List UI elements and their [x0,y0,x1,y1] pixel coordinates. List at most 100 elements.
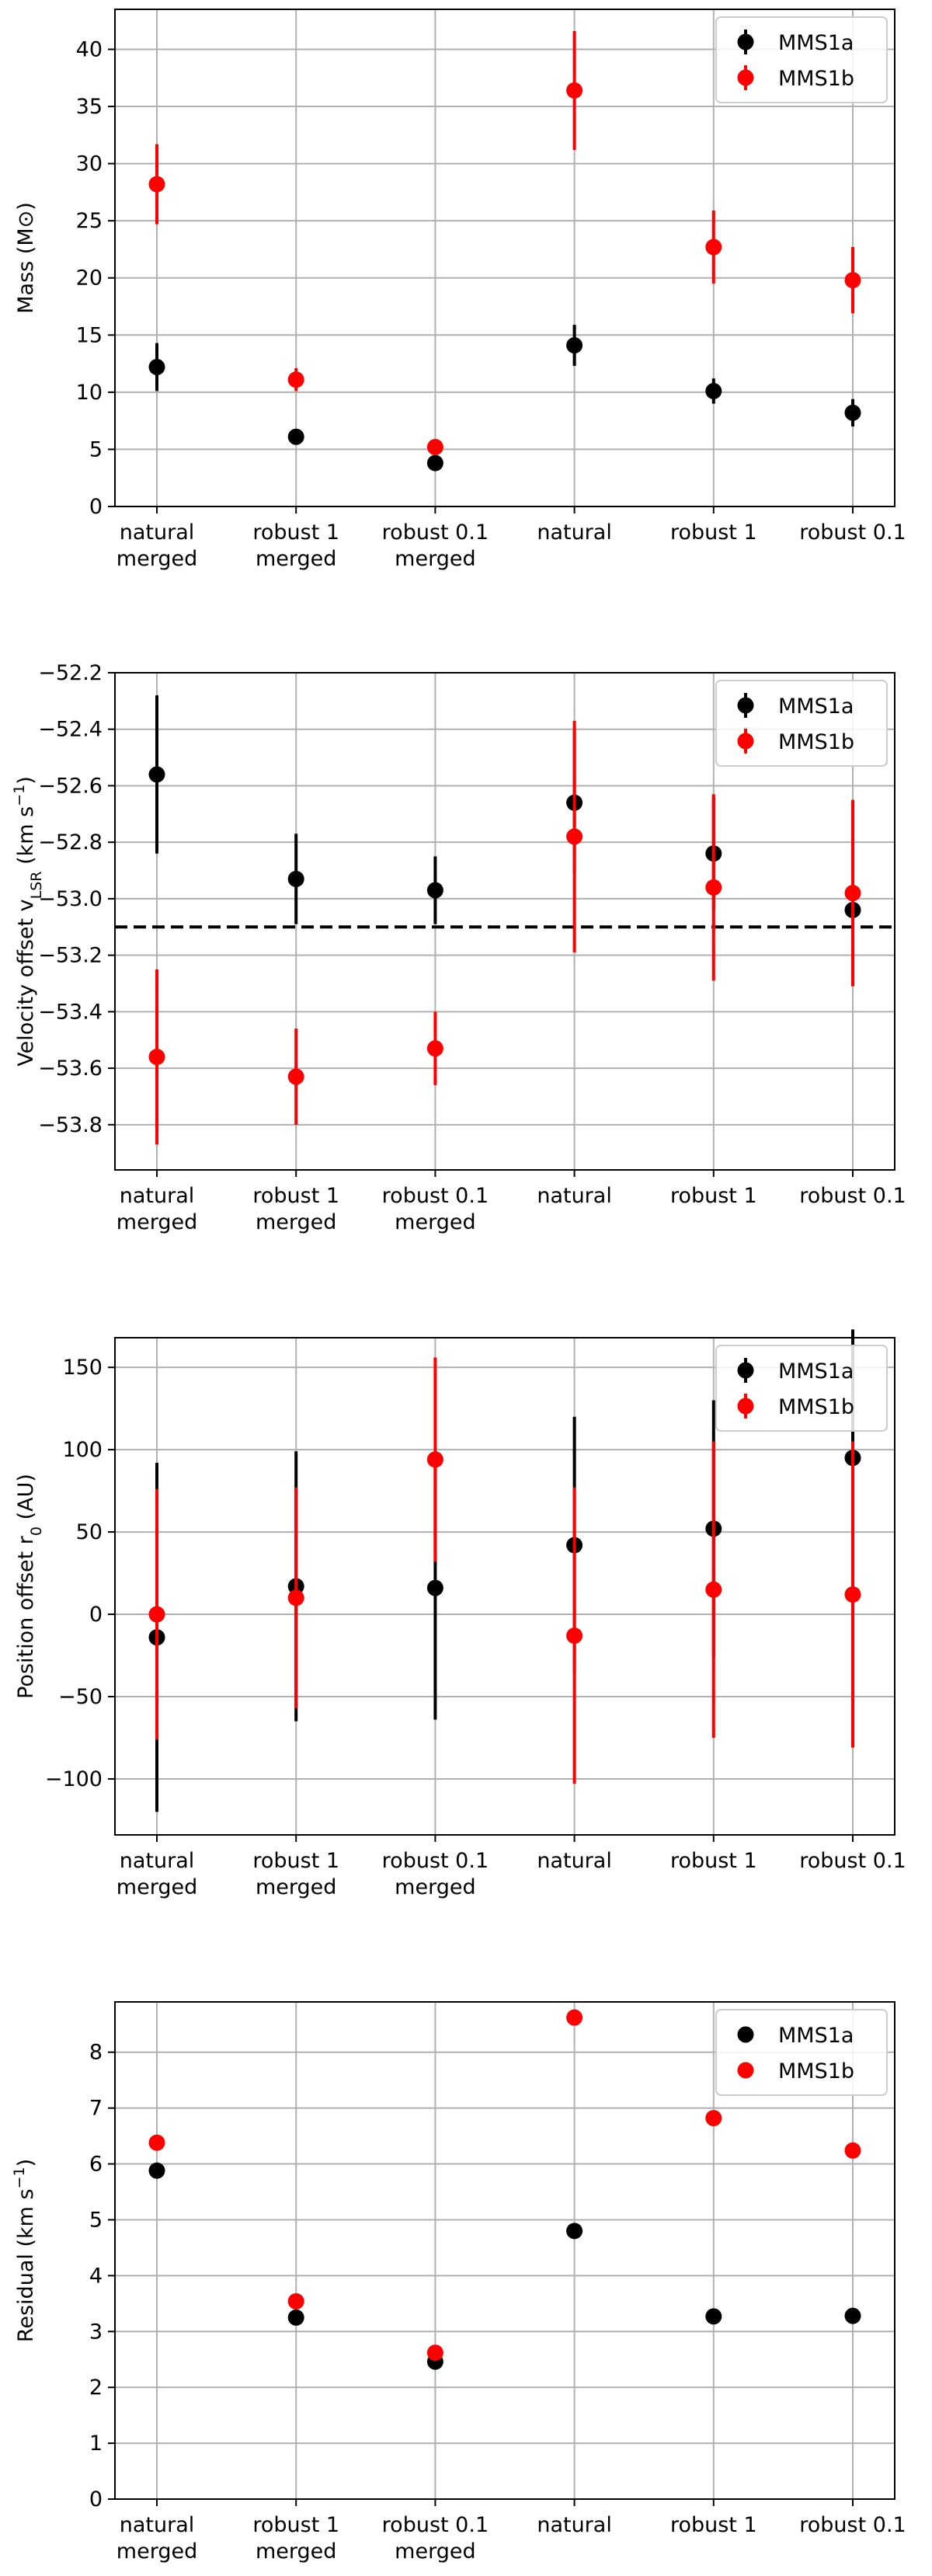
x-tick-label-line: robust 1 [670,520,757,545]
y-axis-label-end: ) [14,2159,38,2167]
y-axis-label-sup: −1 [11,2167,28,2188]
y-tick-label: 15 [76,323,103,347]
data-point [705,2308,722,2325]
x-tick-label-line: merged [256,547,336,571]
x-tick-label: robust 0.1 merged [382,2513,489,2564]
x-tick-label-line: merged [395,2539,475,2564]
legend-label: MMS1b [778,730,854,754]
legend: MMS1a MMS1b [715,2009,888,2096]
data-point [426,1451,443,1468]
x-tick-label: robust 0.1 merged [382,520,489,571]
y-tick-label: 5 [89,437,103,461]
y-tick-label: −100 [45,1767,103,1791]
data-point [566,337,583,354]
data-point [287,2292,304,2310]
y-tick-label: −50 [58,1685,103,1709]
legend-box [715,16,888,103]
data-point [705,382,722,399]
legend-label: MMS1a [778,1359,854,1384]
x-tick-label-line: robust 1 [670,2513,757,2537]
x-tick-label-line: merged [116,2539,197,2564]
x-tick-label-line: natural [537,1184,612,1208]
x-tick-label-line: robust 1 [670,1849,757,1873]
legend-label: MMS1b [778,1395,854,1419]
y-tick-label: 0 [89,495,103,519]
x-tick-label: natural [537,520,612,545]
data-point [705,879,722,896]
legend: MMS1a MMS1b [715,1345,888,1432]
y-axis-label-tail: (AU) [14,1474,38,1526]
data-point [566,828,583,845]
data-point [844,885,861,902]
y-axis-label-main: Velocity offset v [14,899,38,1066]
x-tick-label: robust 0.1 [799,2513,906,2537]
x-tick-label: natural [537,1184,612,1208]
data-point [148,1049,165,1066]
legend-label: MMS1a [778,694,854,719]
x-tick-label: robust 1 [670,1184,757,1208]
data-point [566,2223,583,2240]
y-tick-label: 40 [76,37,103,61]
x-tick-label-line: robust 0.1 [799,520,906,545]
y-tick-label: 0 [89,2487,103,2512]
series-MMS1a [148,325,861,472]
x-tick-label-line: robust 0.1 [382,2513,489,2537]
x-tick-label-line: natural [120,2513,195,2537]
data-point [705,1581,722,1598]
data-point [426,454,443,472]
x-tick-label: natural merged [116,2513,197,2564]
y-axis-label: Residual (km s−1) [11,2159,38,2342]
y-tick-label: 20 [76,266,103,291]
y-tick-label: −52.6 [38,774,103,798]
legend: MMS1a MMS1b [715,16,888,103]
axes-frame [114,9,895,507]
y-axis-label-sub: LSR [28,871,45,899]
data-point [426,882,443,899]
x-tick-label-line: robust 1 [252,2513,339,2537]
y-tick-label: 1 [89,2432,103,2456]
x-tick-label-line: natural [120,1849,195,1873]
y-axis-label: Position offset r0 (AU) [14,1474,45,1699]
data-point [566,1627,583,1645]
data-point [426,438,443,455]
series-MMS1b [148,2009,861,2362]
x-tick-label: robust 1 merged [252,2513,339,2564]
y-tick-label: 7 [89,2097,103,2121]
y-tick-label: 30 [76,152,103,176]
x-tick-label-line: merged [256,1210,336,1234]
y-tick-label: −53.4 [38,1000,103,1024]
x-tick-label: robust 1 merged [252,1849,339,1899]
y-axis-label-sub: 0 [28,1526,45,1536]
x-tick-label: robust 0.1 merged [382,1849,489,1899]
x-tick-label-line: merged [116,1210,197,1234]
y-tick-label: 50 [76,1520,103,1544]
y-tick-label: 4 [89,2264,103,2288]
legend: MMS1a MMS1b [715,680,888,767]
x-tick-label: natural merged [116,1849,197,1899]
x-tick-label-line: merged [395,547,475,571]
x-tick-label-line: robust 0.1 [382,1184,489,1208]
x-tick-label: robust 0.1 [799,1849,906,1873]
y-tick-label: 2 [89,2376,103,2400]
data-point [287,870,304,887]
x-tick-label-line: merged [116,1875,197,1899]
x-tick-label-line: robust 0.1 [799,2513,906,2537]
legend-marker [737,33,754,50]
y-axis-label-main: Mass (M⊙) [14,202,38,314]
legend-marker [737,2026,754,2043]
y-tick-label: 25 [76,209,103,233]
y-tick-label: 8 [89,2041,103,2065]
x-tick-label: robust 0.1 [799,520,906,545]
legend-box [715,2009,888,2096]
x-tick-label: natural [537,1849,612,1873]
x-tick-label-line: robust 1 [252,1849,339,1873]
x-tick-label: robust 1 [670,520,757,545]
legend-marker [737,1362,754,1379]
chart-velocity: −53.8 −53.6 −53.4 −53.2 −53.0 −52.8 −52.6 −52.4… [11,661,906,1234]
axes-frame [114,672,895,1171]
series-MMS1b [148,1357,861,1784]
data-point [287,371,304,388]
